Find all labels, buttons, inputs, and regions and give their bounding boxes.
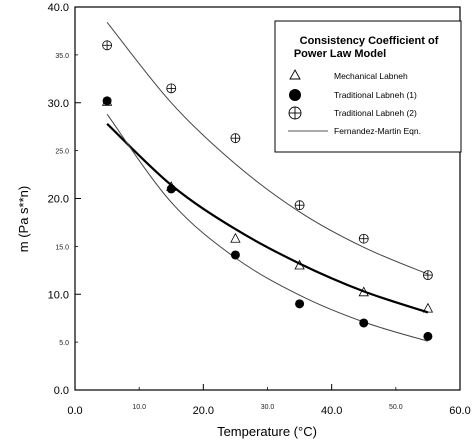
legend-title-line-2: Power Law Model	[294, 48, 386, 60]
x-axis-title: Temperature (°C)	[217, 424, 317, 439]
legend-entry-fit: Fernandez-Martin Eqn.	[334, 126, 421, 136]
x-tick-label: 60.0	[449, 405, 470, 417]
point-traditional-1	[102, 96, 112, 106]
legend-title-line-1: Consistency Coefficient of	[300, 35, 439, 47]
legend-marker-mechanical	[289, 69, 301, 80]
y-minor-tick-label: 35.0	[55, 53, 69, 60]
axes-layer: 0.0 10.0 20.0 30.0 40.0 5.0 15.0 25.0 35.0 0.0 20.…	[48, 2, 471, 417]
y-tick-label: 30.0	[48, 98, 69, 110]
x-tick-label: 40.0	[321, 405, 342, 417]
y-tick-label: 0.0	[54, 385, 69, 397]
point-mechanical	[230, 232, 241, 243]
point-traditional-1	[423, 331, 433, 341]
point-traditional-2	[166, 83, 177, 94]
fit-curve	[106, 123, 429, 314]
y-minor-tick-label: 25.0	[55, 149, 69, 156]
legend-entry-traditional-1: Traditional Labneh (1)	[334, 90, 417, 100]
legend-marker-traditional-1	[289, 89, 301, 101]
x-tick-label: 20.0	[193, 405, 214, 417]
x-minor-tick-label: 30.0	[261, 404, 275, 411]
y-minor-tick-label: 5.0	[59, 340, 69, 347]
y-tick-label: 20.0	[48, 194, 69, 206]
data-points	[101, 40, 434, 341]
point-mechanical	[358, 286, 369, 297]
point-traditional-2	[102, 40, 112, 51]
point-traditional-2	[230, 133, 241, 144]
point-mechanical	[294, 259, 305, 270]
point-traditional-1	[166, 184, 176, 194]
y-tick-label: 40.0	[48, 2, 69, 14]
x-tick-label: 0.0	[67, 405, 82, 417]
legend: Consistency Coefficient of Power Law Mod…	[274, 20, 462, 153]
point-traditional-1	[230, 250, 240, 260]
point-traditional-1	[295, 299, 305, 309]
fit-curve	[106, 21, 429, 275]
y-tick-label: 10.0	[48, 289, 69, 301]
point-traditional-2	[294, 200, 305, 211]
legend-entry-traditional-2: Traditional Labneh (2)	[334, 108, 417, 118]
point-mechanical	[422, 302, 434, 313]
legend-marker-traditional-2	[288, 106, 302, 120]
y-axis-title: m (Pa s**n)	[16, 186, 31, 252]
legend-entry-mechanical: Mechanical Labneh	[334, 71, 408, 81]
legend-box	[274, 20, 462, 153]
point-traditional-1	[359, 318, 369, 328]
point-traditional-2	[358, 233, 369, 244]
y-minor-tick-label: 15.0	[55, 244, 69, 251]
point-traditional-2	[423, 270, 433, 281]
x-minor-tick-label: 50.0	[389, 404, 403, 411]
x-minor-tick-label: 10.0	[132, 404, 146, 411]
